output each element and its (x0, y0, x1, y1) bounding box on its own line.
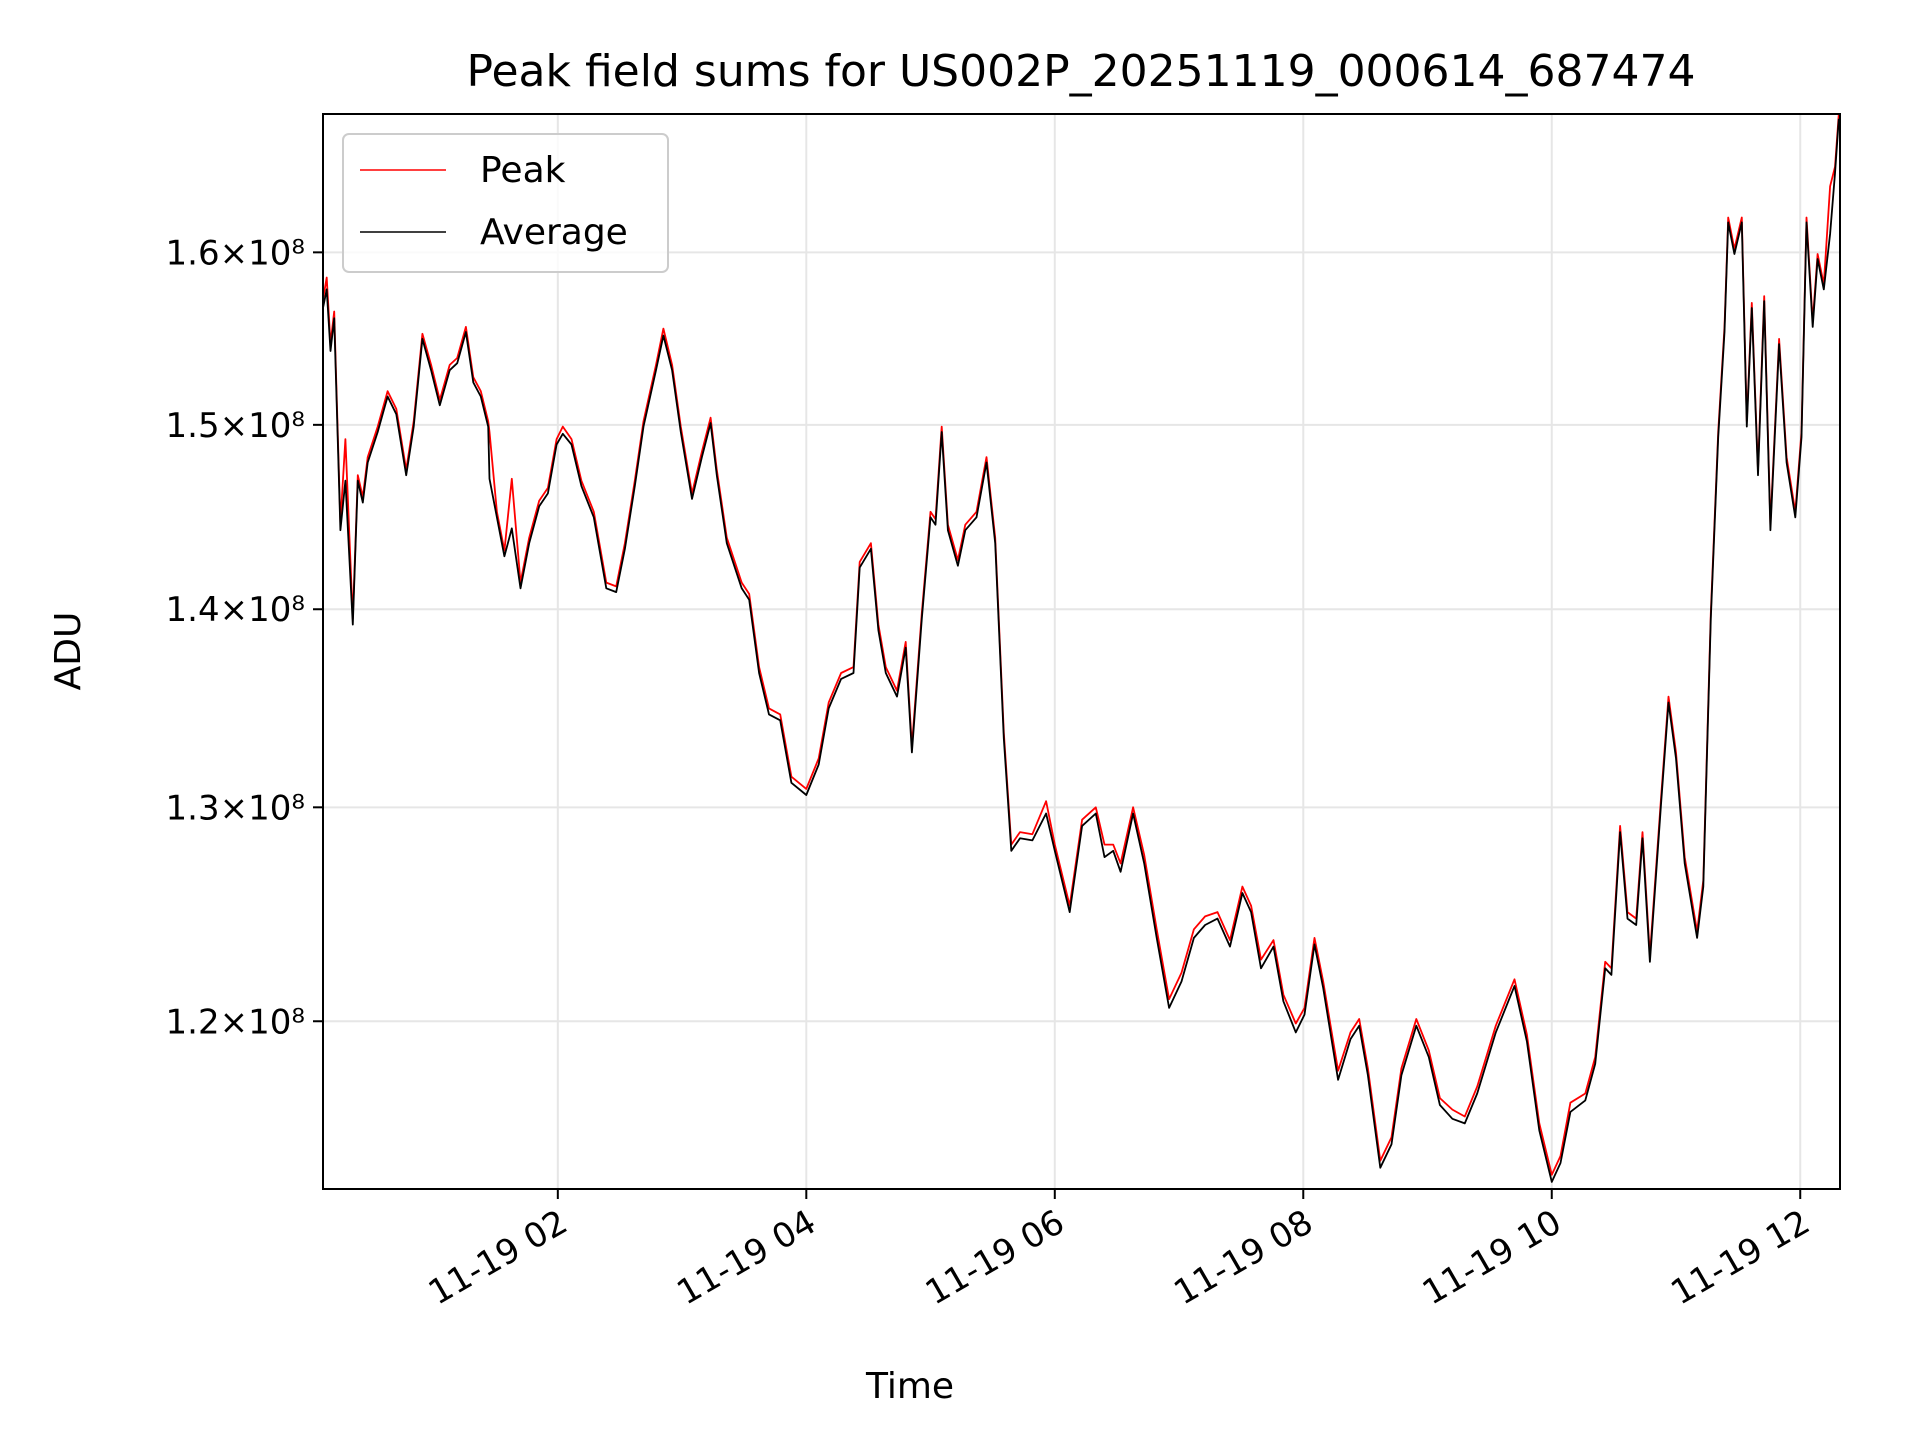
y-tick-label: 1.5×10⁸ (166, 406, 305, 446)
y-axis-label: ADU (48, 612, 89, 691)
y-tick-label: 1.6×10⁸ (166, 233, 305, 273)
y-tick-label: 1.2×10⁸ (166, 1002, 305, 1042)
series-line-average (322, 118, 1840, 1183)
plot-frame (322, 113, 1841, 1190)
legend-peak-label: Peak (480, 150, 566, 191)
chart-title: Peak field sums for US002P_20251119_0006… (467, 46, 1696, 97)
legend: Peak Average (342, 133, 669, 273)
x-axis-label: Time (865, 1366, 954, 1407)
y-tick-label: 1.4×10⁸ (166, 590, 305, 630)
legend-average-label: Average (480, 212, 628, 253)
y-axis-ticks: 1.2×10⁸ 1.3×10⁸ 1.4×10⁸ 1.5×10⁸ 1.6×10⁸ (166, 233, 323, 1042)
series-lines (322, 113, 1840, 1183)
legend-box (342, 133, 669, 273)
y-tick-label: 1.3×10⁸ (166, 788, 305, 828)
